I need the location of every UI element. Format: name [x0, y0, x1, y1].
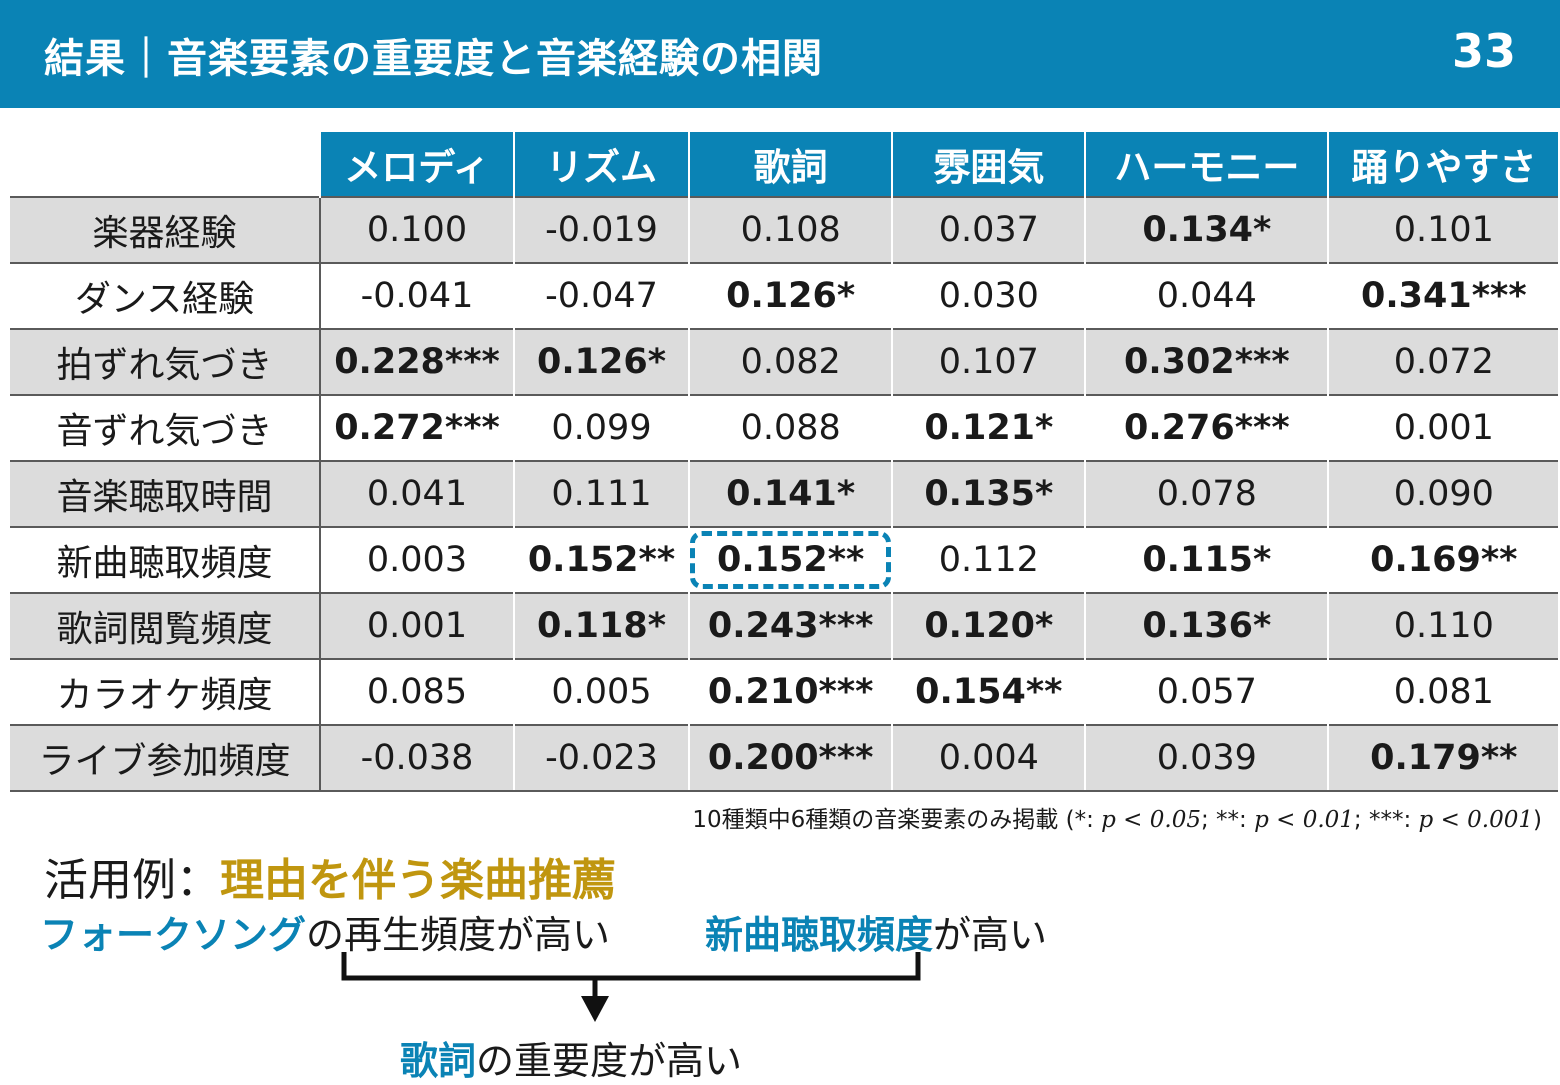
table-corner-cell	[10, 132, 320, 197]
table-cell: 0.072	[1327, 328, 1559, 395]
table-row: 拍ずれ気づき 0.228*** 0.126* 0.082 0.107 0.302*** 0.…	[10, 328, 1559, 395]
table-cell: 0.005	[513, 658, 689, 725]
table-row: 楽器経験 0.100 -0.019 0.108 0.037 0.134* 0.101	[10, 196, 1559, 263]
table-cell: 0.179**	[1327, 724, 1559, 792]
row-label: ライブ参加頻度	[10, 724, 321, 792]
table-cell: -0.047	[513, 262, 689, 329]
table-cell: 0.001	[1327, 394, 1559, 461]
condition-2: 新曲聴取頻度が高い	[705, 913, 1048, 957]
table-cell: 0.136*	[1084, 592, 1329, 659]
p-threshold-3: p < 0.001	[1418, 807, 1534, 833]
table-cell: 0.341***	[1327, 262, 1559, 329]
table-row: 音ずれ気づき 0.272*** 0.099 0.088 0.121* 0.276*** 0.…	[10, 394, 1559, 461]
row-label: 音楽聴取時間	[10, 460, 321, 527]
highlighted-value: 0.152**	[690, 531, 892, 589]
table-cell: 0.228***	[319, 328, 514, 395]
table-cell: 0.154**	[891, 658, 1086, 725]
table-body: 楽器経験 0.100 -0.019 0.108 0.037 0.134* 0.101 ダンス経…	[10, 196, 1559, 792]
correlation-table: メロディ リズム 歌詞 雰囲気 ハーモニー 踊りやすさ 楽器経験 0.100 -0.…	[10, 132, 1559, 792]
column-header: ハーモニー	[1084, 132, 1329, 197]
slide-header: 結果｜音楽要素の重要度と音楽経験の相関 33	[0, 0, 1560, 108]
table-cell: -0.019	[513, 196, 689, 263]
table-cell: 0.001	[319, 592, 514, 659]
condition-1: フォークソングの再生頻度が高い	[40, 913, 611, 957]
table-row: ダンス経験 -0.041 -0.047 0.126* 0.030 0.044 0.341**…	[10, 262, 1559, 329]
column-header: 雰囲気	[891, 132, 1086, 197]
table-cell: 0.044	[1084, 262, 1329, 329]
table-cell: 0.085	[319, 658, 514, 725]
table-cell: 0.210***	[687, 658, 893, 725]
table-cell: 0.112	[891, 526, 1086, 593]
table-cell: 0.004	[891, 724, 1086, 792]
row-label: カラオケ頻度	[10, 658, 321, 725]
table-cell: 0.126*	[513, 328, 689, 395]
table-cell: 0.078	[1084, 460, 1329, 527]
row-label: 楽器経験	[10, 196, 321, 263]
table-cell: 0.037	[891, 196, 1086, 263]
table-cell: 0.100	[319, 196, 514, 263]
application-heading: 活用例：理由を伴う楽曲推薦	[44, 844, 616, 908]
p-threshold-1: p < 0.05	[1101, 807, 1201, 833]
table-cell: 0.099	[513, 394, 689, 461]
conclusion: 歌詞の重要度が高い	[400, 1039, 743, 1083]
table-header-row: メロディ リズム 歌詞 雰囲気 ハーモニー 踊りやすさ	[10, 132, 1559, 197]
p-threshold-2: p < 0.01	[1254, 807, 1354, 833]
table-cell: 0.039	[1084, 724, 1329, 792]
table-cell: 0.152**	[513, 526, 689, 593]
column-header: 踊りやすさ	[1327, 132, 1559, 197]
table-cell: 0.110	[1327, 592, 1559, 659]
row-label: 新曲聴取頻度	[10, 526, 321, 593]
table-row: ライブ参加頻度 -0.038 -0.023 0.200*** 0.004 0.039 0.1…	[10, 724, 1559, 792]
table-cell: 0.101	[1327, 196, 1559, 263]
table-cell: 0.272***	[319, 394, 514, 461]
table-cell: 0.057	[1084, 658, 1329, 725]
table-cell: 0.030	[891, 262, 1086, 329]
table-cell: 0.107	[891, 328, 1086, 395]
table-row: 音楽聴取時間 0.041 0.111 0.141* 0.135* 0.078 0.090	[10, 460, 1559, 527]
page-number: 33	[1451, 24, 1516, 78]
table-cell: 0.141*	[687, 460, 893, 527]
table-cell: 0.120*	[891, 592, 1086, 659]
table-cell: 0.135*	[891, 460, 1086, 527]
table-cell: 0.108	[687, 196, 893, 263]
table-cell: -0.041	[319, 262, 514, 329]
table-cell: -0.023	[513, 724, 689, 792]
row-label: 拍ずれ気づき	[10, 328, 321, 395]
table-cell: 0.169**	[1327, 526, 1559, 593]
row-label: 音ずれ気づき	[10, 394, 321, 461]
row-label: 歌詞閲覧頻度	[10, 592, 321, 659]
table-cell: 0.118*	[513, 592, 689, 659]
table-cell: 0.200***	[687, 724, 893, 792]
table-cell: 0.081	[1327, 658, 1559, 725]
table-cell: 0.302***	[1084, 328, 1329, 395]
column-header: 歌詞	[687, 132, 893, 197]
table-row: 歌詞閲覧頻度 0.001 0.118* 0.243*** 0.120* 0.136* 0.1…	[10, 592, 1559, 659]
table-cell: 0.003	[319, 526, 514, 593]
slide-title: 結果｜音楽要素の重要度と音楽経験の相関	[44, 36, 823, 82]
table-row: 新曲聴取頻度 0.003 0.152** 0.152** 0.112 0.115* 0.16…	[10, 526, 1559, 593]
table-row: カラオケ頻度 0.085 0.005 0.210*** 0.154** 0.057 0.08…	[10, 658, 1559, 725]
table-cell: -0.038	[319, 724, 514, 792]
table-cell: 0.126*	[687, 262, 893, 329]
table-cell: 0.082	[687, 328, 893, 395]
table-cell: 0.088	[687, 394, 893, 461]
application-label: 活用例：	[44, 855, 220, 906]
table-cell: 0.090	[1327, 460, 1559, 527]
table-cell: 0.243***	[687, 592, 893, 659]
row-label: ダンス経験	[10, 262, 321, 329]
table-footnote: 10種類中6種類の音楽要素のみ掲載 (*: p < 0.05; **: p < …	[692, 807, 1542, 833]
table-cell: 0.152**	[687, 526, 893, 593]
column-header: リズム	[513, 132, 689, 197]
table-cell: 0.134*	[1084, 196, 1329, 263]
table-cell: 0.115*	[1084, 526, 1329, 593]
table-cell: 0.121*	[891, 394, 1086, 461]
table-cell: 0.041	[319, 460, 514, 527]
table-cell: 0.276***	[1084, 394, 1329, 461]
column-header: メロディ	[319, 132, 514, 197]
bracket-arrow	[341, 952, 921, 1022]
table-cell: 0.111	[513, 460, 689, 527]
application-title: 理由を伴う楽曲推薦	[220, 855, 616, 906]
